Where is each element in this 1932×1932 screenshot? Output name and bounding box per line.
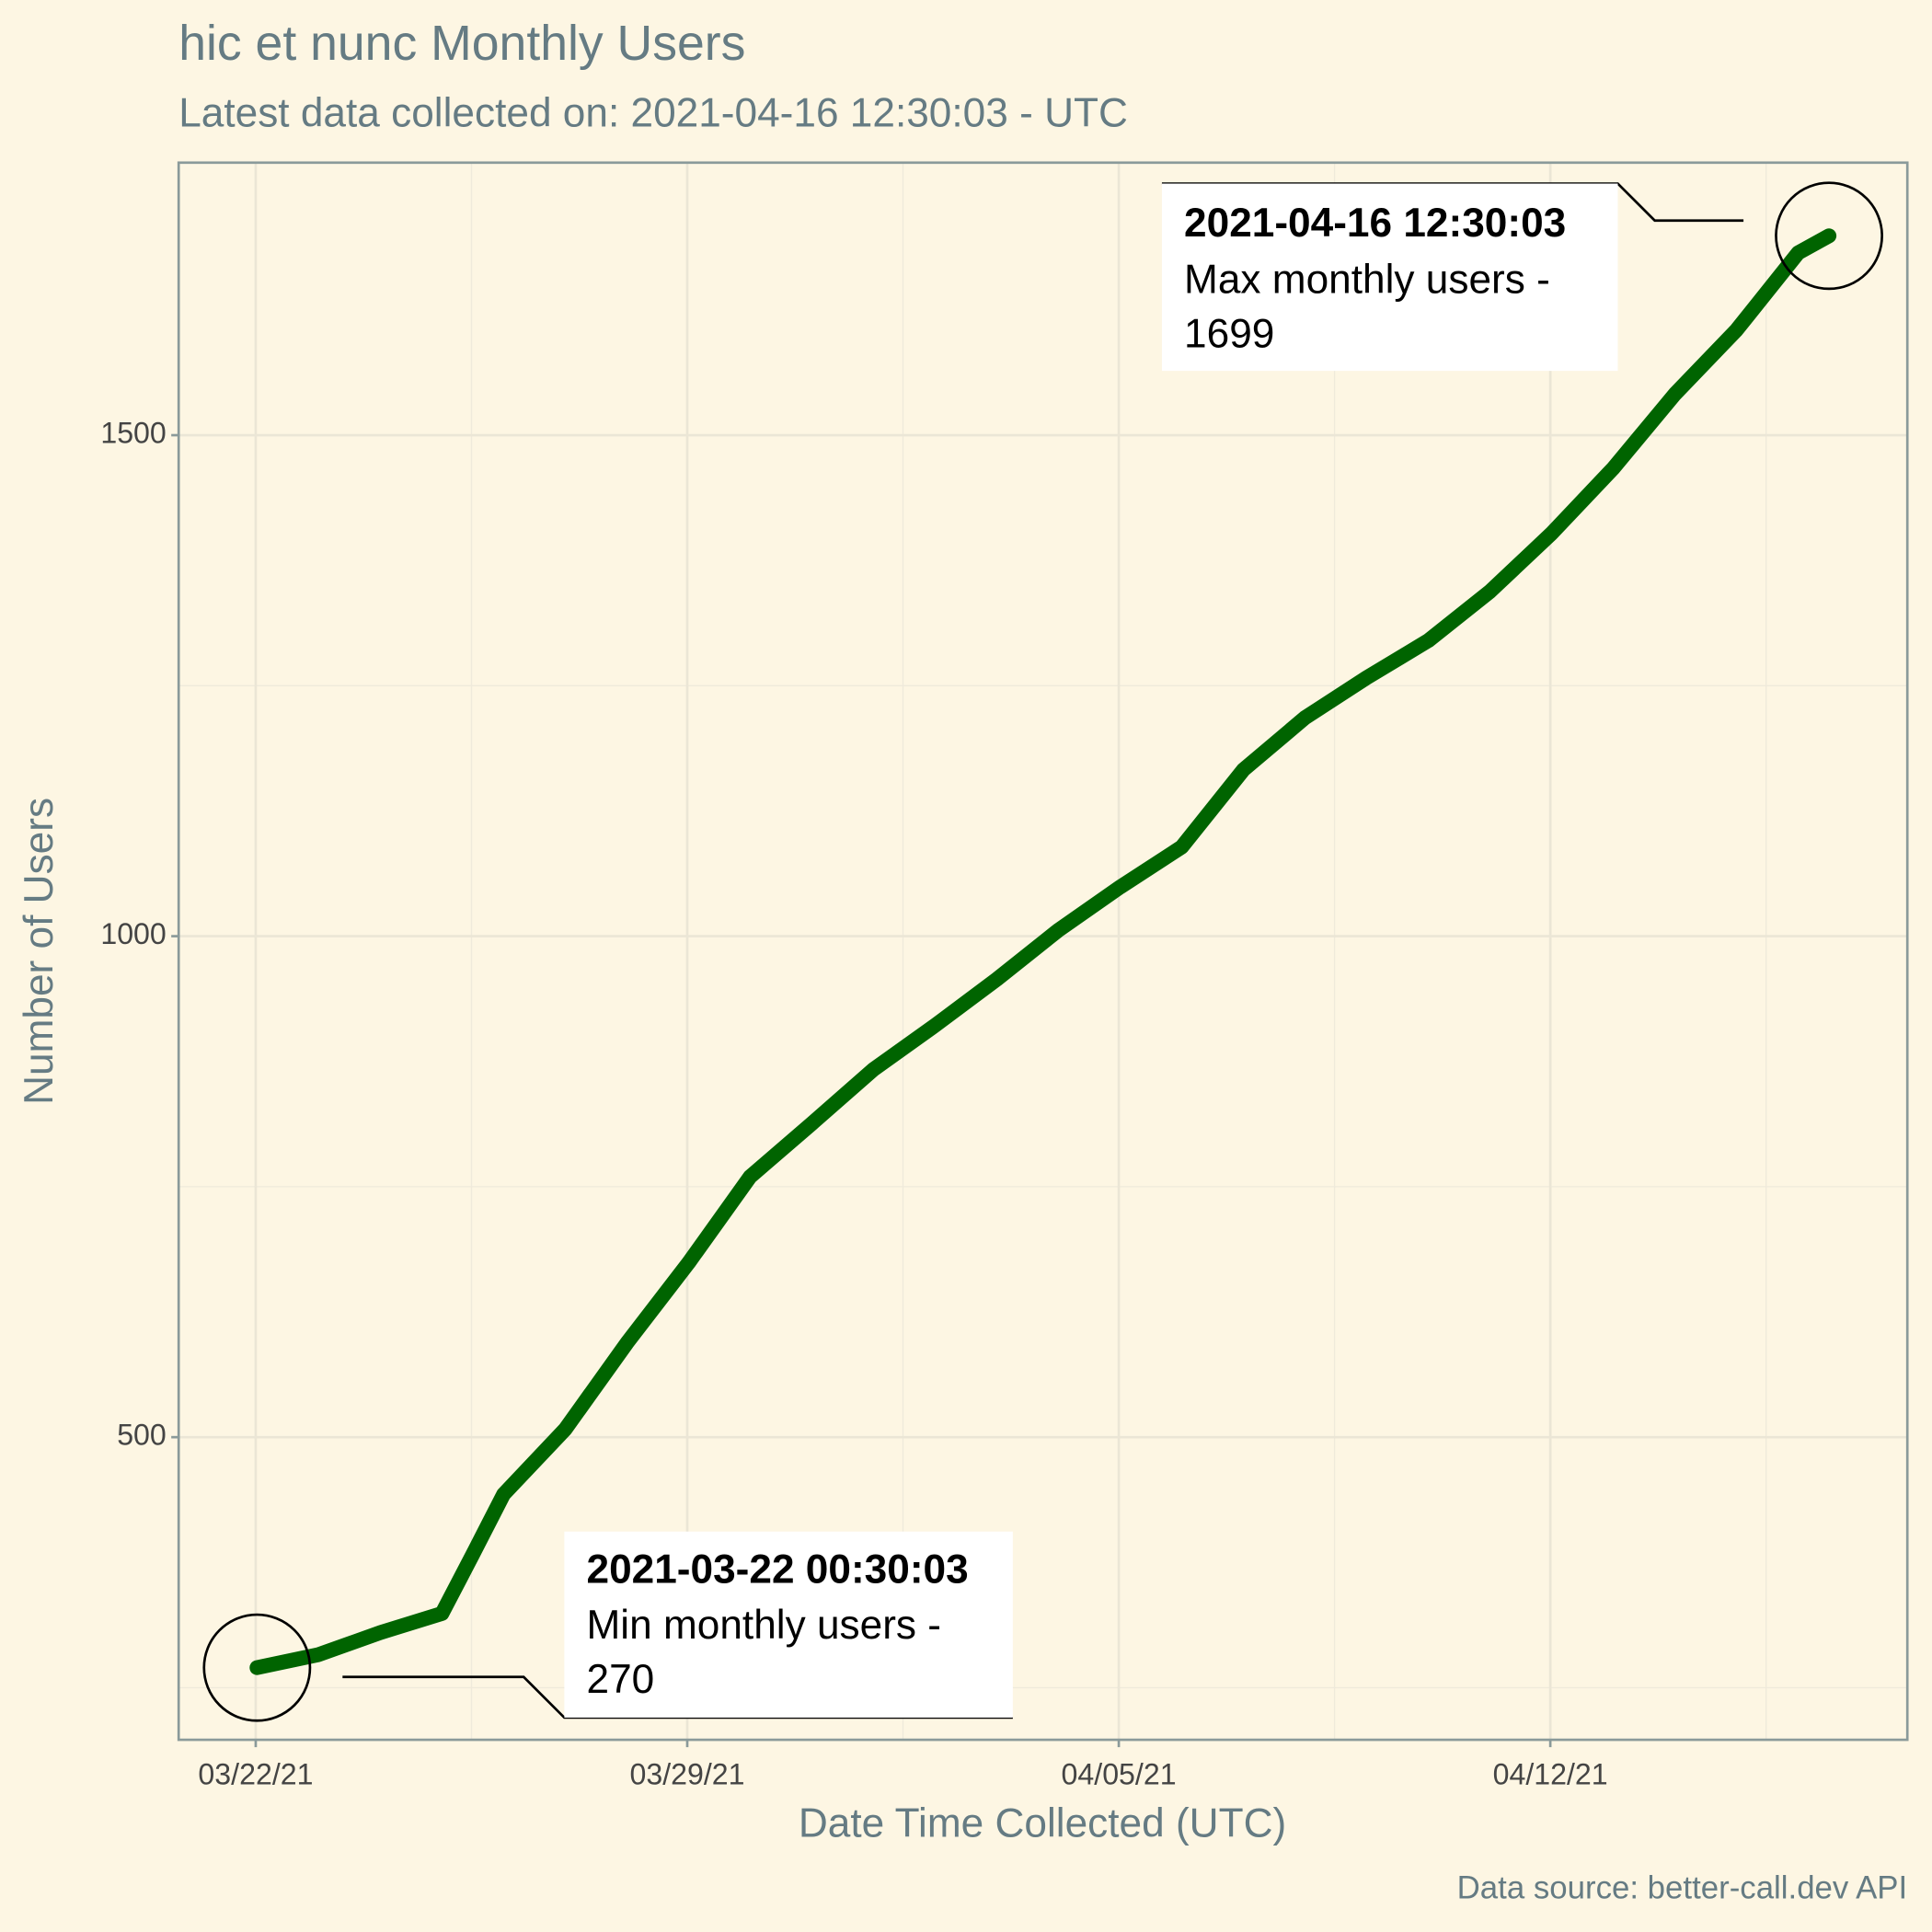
annotation-box: [564, 1531, 1013, 1718]
chart-title: hic et nunc Monthly Users: [178, 17, 745, 71]
caption: Data source: better-call.dev API: [1457, 1870, 1908, 1906]
chart-subtitle: Latest data collected on: 2021-04-16 12:…: [178, 91, 1128, 136]
plot-border: [177, 161, 1909, 1742]
annotation-circle: [1775, 181, 1883, 291]
annotation-text: Max monthly users -: [1184, 257, 1550, 302]
annotation-datetime: 2021-04-16 12:30:03: [1184, 201, 1566, 246]
x-tick-label: 03/22/21: [198, 1758, 313, 1791]
annotation-circle: [202, 1613, 312, 1722]
y-axis-label: Number of Users: [17, 798, 62, 1105]
annotation-box: [1161, 183, 1618, 372]
y-tick-label: 500: [117, 1419, 167, 1452]
annotation-value: 1699: [1184, 311, 1274, 356]
x-axis-label: Date Time Collected (UTC): [799, 1800, 1286, 1846]
y-tick-label: 1500: [100, 417, 166, 450]
x-tick-label: 04/12/21: [1493, 1758, 1608, 1791]
y-tick-label: 1000: [100, 917, 166, 950]
annotation-text: Min monthly users -: [587, 1603, 942, 1648]
x-tick-label: 03/29/21: [629, 1758, 744, 1791]
annotation-datetime: 2021-03-22 00:30:03: [587, 1547, 969, 1593]
x-tick-label: 04/05/21: [1062, 1758, 1177, 1791]
data-line: [249, 228, 1837, 1675]
annotation-value: 270: [587, 1657, 655, 1702]
